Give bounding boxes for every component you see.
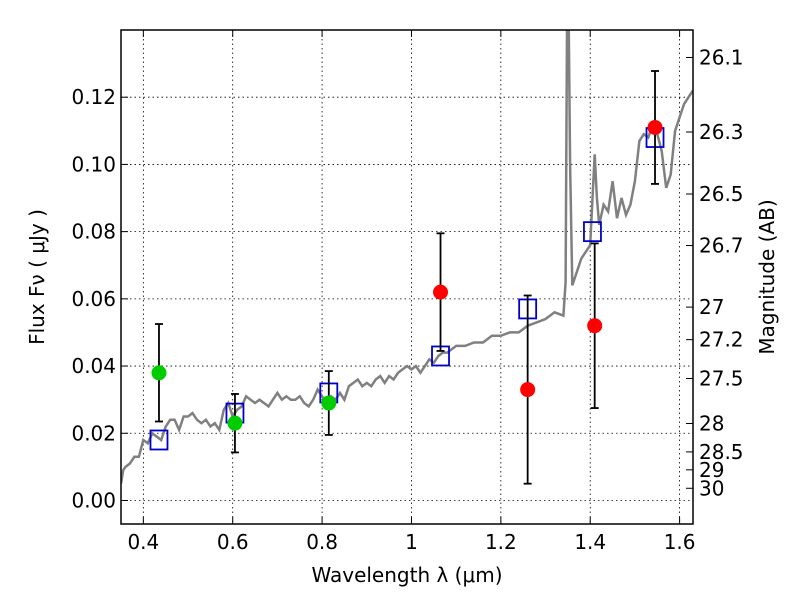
y-axis-label: Flux Fν ( μJy ) xyxy=(25,209,49,345)
magnitude-tick-label: 27.5 xyxy=(699,366,744,390)
y-tick-label: 0.06 xyxy=(71,287,116,311)
y-tick-label: 0.08 xyxy=(71,220,116,244)
x-tick-label: 1.6 xyxy=(664,530,696,554)
observed-point-marker xyxy=(433,284,449,300)
x-tick-label: 0.4 xyxy=(127,530,159,554)
magnitude-axis-label: Magnitude (AB) xyxy=(755,199,779,354)
magnitude-tick-label: 27.2 xyxy=(699,328,744,352)
magnitude-tick-label: 28 xyxy=(699,411,724,435)
observed-point-marker xyxy=(151,365,167,381)
magnitude-tick-label: 29 xyxy=(699,458,724,482)
magnitude-tick-label: 26.3 xyxy=(699,120,744,144)
observed-point-marker xyxy=(227,415,243,431)
x-tick-label: 1.2 xyxy=(485,530,517,554)
observed-point-marker xyxy=(587,318,603,334)
magnitude-tick-label: 26.7 xyxy=(699,234,744,258)
ticks xyxy=(121,30,693,524)
grid xyxy=(121,30,693,524)
x-tick-label: 1.4 xyxy=(574,530,606,554)
y-tick-label: 0.04 xyxy=(71,354,116,378)
magnitude-tick-label: 27 xyxy=(699,295,724,319)
x-tick-label: 0.8 xyxy=(306,530,338,554)
observed-point-marker xyxy=(321,395,337,411)
y-tick-label: 0.12 xyxy=(71,85,116,109)
y-tick-label: 0.02 xyxy=(71,421,116,445)
series-layer xyxy=(121,30,693,485)
magnitude-tick-label: 26.5 xyxy=(699,182,744,206)
observed-point-marker xyxy=(520,382,536,398)
tick-labels: 0.4 0.6 0.8 1 1.2 1.4 1.6 0.00 0.02 0.04 0.06 0.08 0… xyxy=(71,45,743,554)
magnitude-tick-label: 28.5 xyxy=(699,440,744,464)
x-axis-label: Wavelength λ (μm) xyxy=(311,563,502,587)
plot-area xyxy=(121,30,693,524)
magnitude-tick-label: 26.1 xyxy=(699,45,744,69)
x-tick-label: 1 xyxy=(405,530,418,554)
sed-line xyxy=(121,30,693,484)
observed-point-marker xyxy=(647,119,663,135)
x-tick-label: 0.6 xyxy=(217,530,249,554)
y-tick-label: 0.00 xyxy=(71,488,116,512)
plot-frame xyxy=(120,29,694,525)
magnitude-tick-label: 30 xyxy=(699,476,724,500)
model-square-marker xyxy=(149,429,169,451)
model-square-marker xyxy=(583,221,602,243)
y-tick-label: 0.10 xyxy=(71,152,116,176)
